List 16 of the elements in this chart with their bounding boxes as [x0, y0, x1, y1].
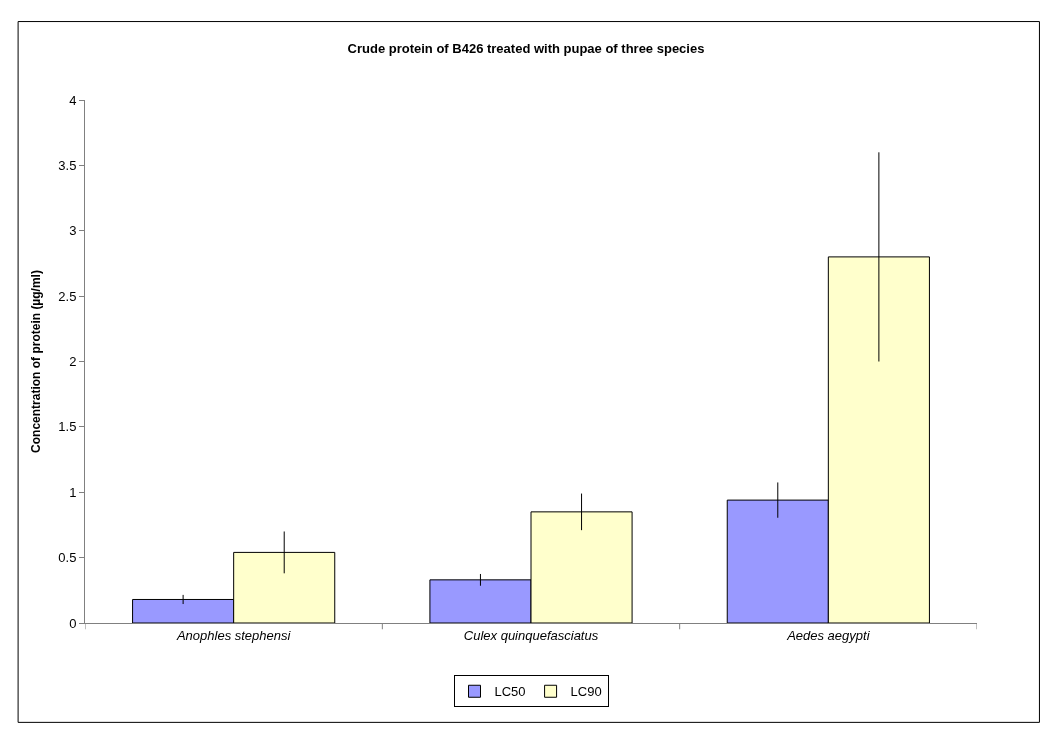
y-tick-label: 0 — [69, 615, 77, 631]
x-tick-label: Aedes aegypti — [786, 627, 871, 643]
y-axis-title: Concentration of protein (µg/ml) — [28, 270, 43, 453]
legend-label: LC90 — [570, 684, 602, 700]
chart-title: Crude protein of B426 treated with pupae of three species — [347, 41, 705, 57]
x-tick-label: Culex quinquefasciatus — [463, 627, 599, 643]
y-tick-label: 2 — [69, 354, 77, 370]
y-tick-label: 1 — [69, 484, 77, 500]
y-tick-label: 3.5 — [58, 157, 77, 173]
x-tick-label: Anophles stephensi — [175, 627, 292, 643]
y-tick-label: 4 — [69, 92, 77, 108]
y-tick-label: 1.5 — [58, 419, 77, 435]
y-tick-label: 3 — [69, 223, 77, 239]
y-tick-label: 0.5 — [58, 550, 77, 566]
y-tick-label: 2.5 — [58, 288, 77, 304]
legend-label: LC50 — [494, 684, 526, 700]
